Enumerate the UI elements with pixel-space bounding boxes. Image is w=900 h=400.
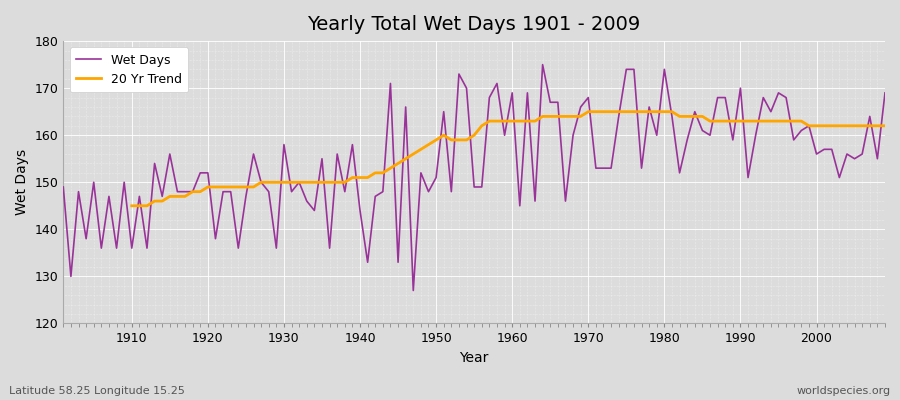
Wet Days	[332, 152, 343, 156]
Legend: Wet Days, 20 Yr Trend: Wet Days, 20 Yr Trend	[69, 47, 188, 92]
Wet Days	[507, 90, 517, 95]
Wet Days	[58, 184, 68, 189]
20 Yr Trend	[302, 180, 312, 185]
X-axis label: Year: Year	[460, 351, 489, 365]
Y-axis label: Wet Days: Wet Days	[15, 149, 29, 215]
Wet Days	[537, 62, 548, 67]
20 Yr Trend	[126, 203, 137, 208]
20 Yr Trend	[583, 109, 594, 114]
20 Yr Trend	[850, 124, 860, 128]
Wet Days	[515, 203, 526, 208]
20 Yr Trend	[515, 119, 526, 124]
Wet Days	[119, 180, 130, 185]
Wet Days	[286, 189, 297, 194]
Line: 20 Yr Trend: 20 Yr Trend	[131, 112, 885, 206]
Title: Yearly Total Wet Days 1901 - 2009: Yearly Total Wet Days 1901 - 2009	[308, 15, 641, 34]
20 Yr Trend	[879, 124, 890, 128]
Line: Wet Days: Wet Days	[63, 65, 885, 290]
Text: Latitude 58.25 Longitude 15.25: Latitude 58.25 Longitude 15.25	[9, 386, 184, 396]
20 Yr Trend	[826, 124, 837, 128]
Text: worldspecies.org: worldspecies.org	[796, 386, 891, 396]
Wet Days	[408, 288, 418, 293]
Wet Days	[879, 90, 890, 95]
20 Yr Trend	[575, 114, 586, 119]
Wet Days	[613, 114, 624, 119]
20 Yr Trend	[271, 180, 282, 185]
